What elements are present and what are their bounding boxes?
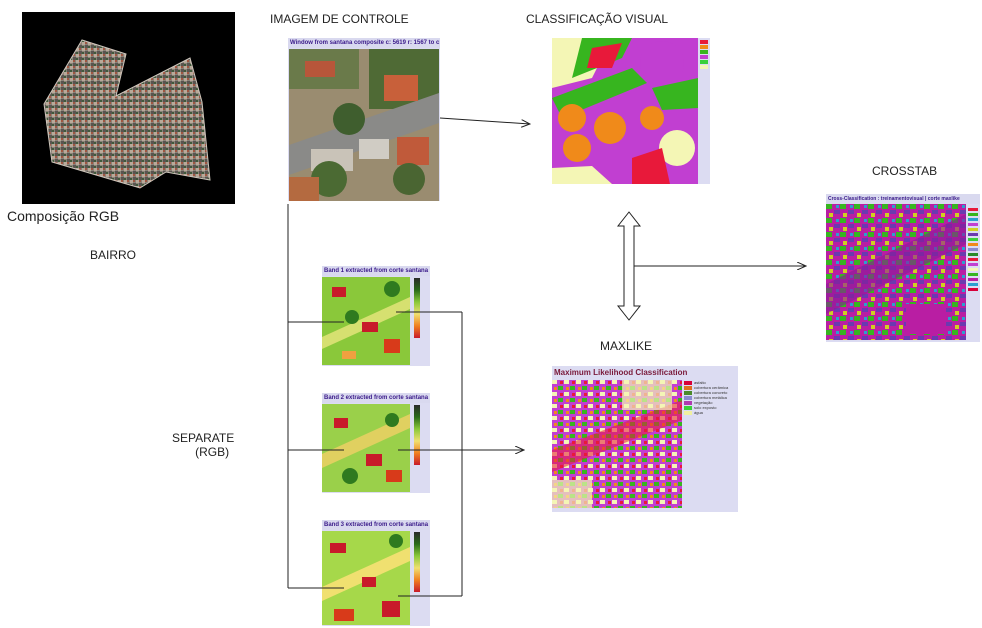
legend-label: cobertura cerâmica bbox=[694, 385, 729, 390]
maxlike-label: MAXLIKE bbox=[600, 339, 653, 353]
composicao-rgb-image bbox=[22, 12, 235, 204]
maxlike-legend: asfalto cobertura cerâmica cobertura con… bbox=[684, 380, 728, 415]
separate-label-line2: (RGB) bbox=[195, 445, 230, 459]
legend-label: vegetação bbox=[694, 400, 713, 405]
maxlike-title: Maximum Likelihood Classification bbox=[554, 368, 688, 377]
maxlike-map bbox=[552, 380, 682, 508]
control-window-title: Window from santana composite c: 5619 r:… bbox=[288, 38, 440, 48]
legend-item: vegetação bbox=[684, 400, 728, 405]
band3-legend bbox=[414, 532, 420, 592]
classificacao-legend bbox=[700, 40, 708, 69]
legend-label: água bbox=[694, 410, 703, 415]
legend-label: solo exposto bbox=[694, 405, 717, 410]
maxlike-window: Maximum Likelihood Classification asfalt… bbox=[552, 366, 738, 512]
composicao-rgb-label: Composição RGB bbox=[7, 208, 120, 224]
aerial-photo bbox=[289, 49, 439, 201]
crosstab-window-title: Cross-Classification : treinamentovisual… bbox=[826, 194, 980, 204]
legend-item: asfalto bbox=[684, 380, 728, 385]
neighborhood-shape bbox=[43, 39, 211, 189]
band2-image bbox=[322, 404, 410, 492]
crosstab-window: Cross-Classification : treinamentovisual… bbox=[826, 194, 980, 342]
arrow-control-to-visual bbox=[439, 117, 530, 124]
legend-label: cobertura metálica bbox=[694, 395, 727, 400]
band2-window: Band 2 extracted from corte santana bbox=[322, 393, 430, 493]
separate-label: SEPARATE (RGB) bbox=[172, 431, 234, 459]
band1-title: Band 1 extracted from corte santana bbox=[322, 266, 430, 276]
band1-image bbox=[322, 277, 410, 365]
legend-item: cobertura cerâmica bbox=[684, 385, 728, 390]
classification-map bbox=[552, 38, 698, 184]
band2-legend bbox=[414, 405, 420, 465]
imagem-controle-label: IMAGEM DE CONTROLE bbox=[270, 12, 409, 26]
legend-label: asfalto bbox=[694, 380, 706, 385]
legend-item: água bbox=[684, 410, 728, 415]
double-arrow bbox=[616, 211, 642, 321]
imagem-controle-window: Window from santana composite c: 5619 r:… bbox=[288, 38, 440, 201]
band2-title: Band 2 extracted from corte santana bbox=[322, 393, 430, 403]
classificacao-visual-label: CLASSIFICAÇÃO VISUAL bbox=[526, 12, 669, 26]
legend-item: cobertura concreto bbox=[684, 390, 728, 395]
legend-label: cobertura concreto bbox=[694, 390, 728, 395]
crosstab-legend bbox=[968, 208, 978, 291]
legend-item: solo exposto bbox=[684, 405, 728, 410]
classificacao-visual-window bbox=[552, 38, 710, 184]
bairro-label: BAIRRO bbox=[90, 248, 137, 262]
band3-title: Band 3 extracted from corte santana bbox=[322, 520, 430, 530]
crosstab-label: CROSSTAB bbox=[872, 164, 938, 178]
band1-legend bbox=[414, 278, 420, 338]
band1-window: Band 1 extracted from corte santana bbox=[322, 266, 430, 366]
legend-item: cobertura metálica bbox=[684, 395, 728, 400]
separate-label-line1: SEPARATE bbox=[172, 431, 235, 445]
crosstab-map bbox=[826, 204, 966, 340]
